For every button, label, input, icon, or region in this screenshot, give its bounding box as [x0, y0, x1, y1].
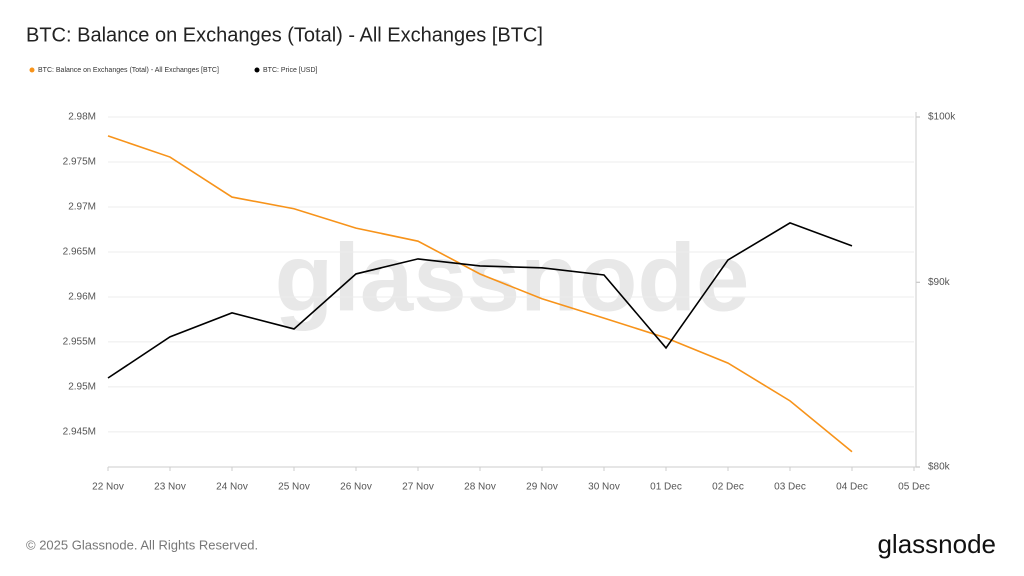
- legend-label: BTC: Price [USD]: [263, 67, 318, 74]
- footer: © 2025 Glassnode. All Rights Reserved.: [26, 537, 258, 552]
- legend-label: BTC: Balance on Exchanges (Total) - All …: [38, 67, 219, 74]
- x-tick-label: 04 Dec: [836, 482, 868, 493]
- series-line: [107, 135, 853, 453]
- y2-tick-label: $90k: [928, 277, 951, 288]
- x-tick-label: 27 Nov: [402, 482, 434, 493]
- logo: glassnode: [877, 529, 996, 559]
- legend-marker: [254, 67, 260, 73]
- y-tick-label: 2.98M: [68, 112, 96, 123]
- chart-title: BTC: Balance on Exchanges (Total) - All …: [26, 24, 543, 46]
- x-tick-label: 30 Nov: [588, 482, 620, 493]
- y-tick-label: 2.965M: [63, 247, 96, 258]
- y-tick-label: 2.975M: [63, 157, 96, 168]
- x-tick-label: 05 Dec: [898, 482, 930, 493]
- y2-tick-label: $80k: [928, 462, 951, 473]
- y-tick-label: 2.95M: [68, 382, 96, 393]
- x-tick-label: 02 Dec: [712, 482, 744, 493]
- x-tick-label: 22 Nov: [92, 482, 124, 493]
- series-line: [107, 222, 853, 379]
- x-tick-label: 29 Nov: [526, 482, 558, 493]
- y-tick-label: 2.96M: [68, 292, 96, 303]
- x-tick-label: 24 Nov: [216, 482, 248, 493]
- y-tick-label: 2.955M: [63, 337, 96, 348]
- legend-marker: [29, 67, 35, 73]
- y-tick-label: 2.97M: [68, 202, 96, 213]
- x-tick-label: 01 Dec: [650, 482, 682, 493]
- x-tick-label: 23 Nov: [154, 482, 186, 493]
- y2-tick-label: $100k: [928, 112, 956, 123]
- watermark: glassnode: [275, 224, 750, 331]
- x-tick-label: 25 Nov: [278, 482, 310, 493]
- x-tick-label: 26 Nov: [340, 482, 372, 493]
- x-tick-label: 28 Nov: [464, 482, 496, 493]
- y-tick-label: 2.945M: [63, 427, 96, 438]
- x-tick-label: 03 Dec: [774, 482, 806, 493]
